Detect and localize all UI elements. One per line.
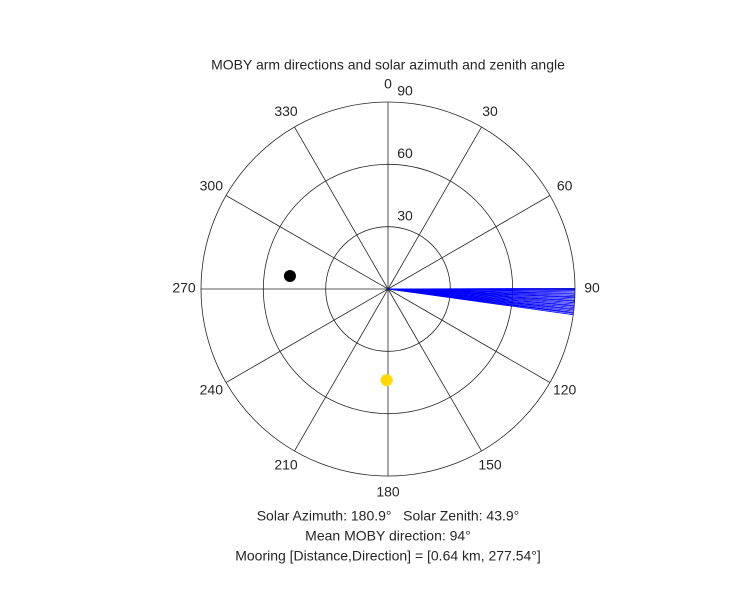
sun-marker xyxy=(380,373,393,387)
theta-grid-line xyxy=(225,195,389,290)
theta-grid-line xyxy=(387,126,482,290)
theta-tick-label: 300 xyxy=(200,178,224,194)
theta-tick-label: 330 xyxy=(274,103,298,119)
annotation: Mean MOBY direction: 94° xyxy=(305,528,471,544)
theta-tick-label: 240 xyxy=(200,382,224,398)
r-tick-label: 30 xyxy=(397,207,413,223)
theta-tick-label: 30 xyxy=(482,103,498,119)
arm-direction-line xyxy=(387,288,574,316)
r-tick-label: 90 xyxy=(397,83,413,99)
chart-title: MOBY arm directions and solar azimuth an… xyxy=(211,57,565,73)
r-tick-label: 60 xyxy=(397,145,413,161)
theta-tick-label: 60 xyxy=(557,178,573,194)
theta-grid-line xyxy=(387,288,551,383)
annotation: Mooring [Distance,Direction] = [0.64 km,… xyxy=(235,548,541,564)
theta-grid-line xyxy=(387,195,551,290)
theta-grid-line xyxy=(387,288,482,452)
mooring-marker xyxy=(283,270,296,283)
theta-tick-label: 90 xyxy=(584,280,600,296)
theta-grid-line xyxy=(294,288,389,452)
theta-tick-label: 120 xyxy=(553,382,577,398)
annotation: Solar Azimuth: 180.9° Solar Zenith: 43.9… xyxy=(257,508,520,524)
theta-grid-line xyxy=(294,126,389,290)
theta-grid-line xyxy=(225,288,389,383)
theta-tick-label: 270 xyxy=(172,280,196,296)
theta-tick-label: 180 xyxy=(376,484,400,500)
theta-tick-label: 210 xyxy=(274,456,298,472)
theta-tick-label: 0 xyxy=(384,76,392,92)
theta-tick-label: 150 xyxy=(478,456,502,472)
